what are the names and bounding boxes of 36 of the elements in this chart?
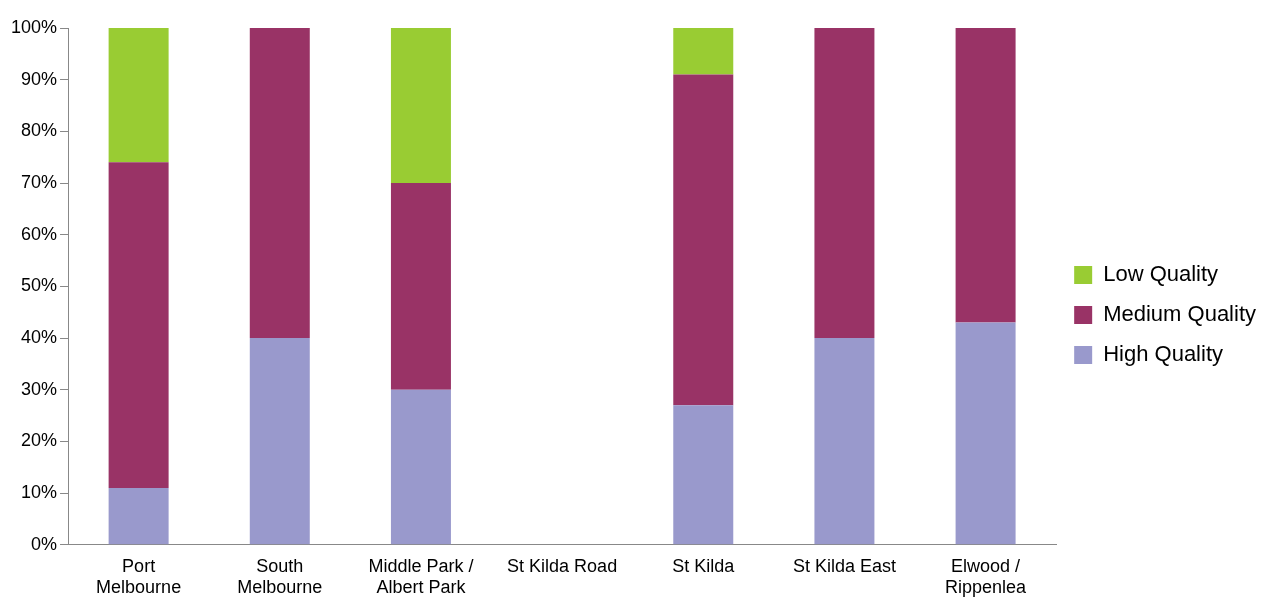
bar [390,28,451,184]
x-tick-label: St Kilda East [792,555,896,576]
bar [673,405,734,545]
y-tick-label: 70% [21,172,58,193]
y-tick-label: 100% [10,16,58,37]
y-tick-label: 50% [21,275,58,296]
bar [390,389,451,545]
bar [955,28,1016,323]
x-tick-label: St Kilda Road [507,555,618,576]
bar [955,322,1016,545]
bar [673,74,734,406]
bar [108,28,169,163]
bar [108,162,169,488]
y-tick-label: 20% [21,430,58,451]
bar [390,183,451,390]
y-tick-label: 0% [31,533,58,554]
legend-label: Medium Quality [1103,301,1257,327]
bar [108,487,169,545]
x-tick-label: Elwood / Rippenlea [945,555,1028,598]
y-tick-label: 90% [21,68,58,89]
legend-label: Low Quality [1103,261,1219,287]
y-tick-label: 60% [21,223,58,244]
y-tick-label: 30% [21,378,58,399]
x-tick-label: South Melbourne [237,555,323,598]
y-tick-label: 10% [21,482,58,503]
bar [814,28,875,339]
x-tick-label: Middle Park / Albert Park [368,555,474,598]
y-tick-label: 80% [21,120,58,141]
bar [673,28,734,75]
bar [249,338,310,545]
bar [249,28,310,339]
x-tick-label: Port Melbourne [96,555,182,598]
legend-label: High Quality [1103,341,1224,367]
x-tick-label: St Kilda [672,555,736,576]
bar [814,338,875,545]
y-tick-label: 40% [21,327,58,348]
